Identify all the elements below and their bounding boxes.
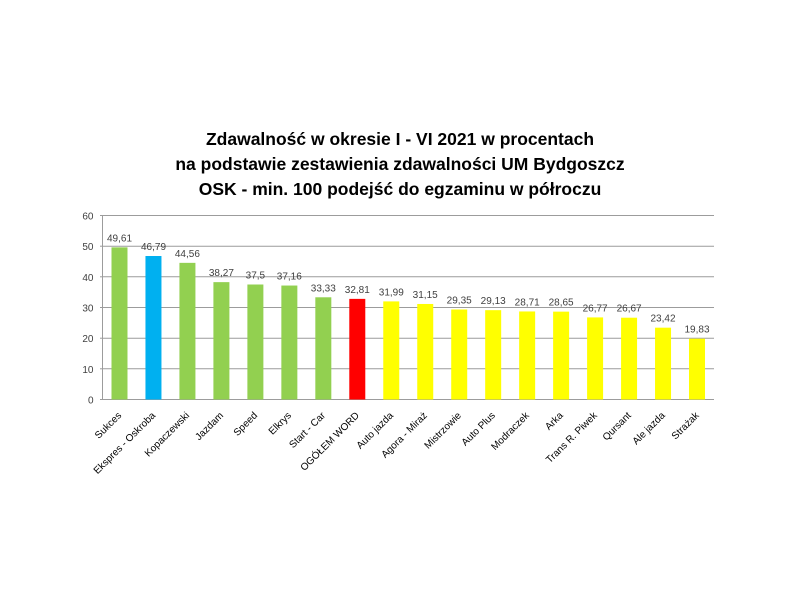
- svg-text:Sukces: Sukces: [93, 410, 124, 441]
- svg-text:31,15: 31,15: [413, 290, 438, 301]
- svg-text:40: 40: [82, 273, 94, 284]
- svg-text:60: 60: [82, 212, 94, 223]
- svg-text:20: 20: [82, 334, 94, 345]
- svg-text:Speed: Speed: [232, 410, 260, 438]
- svg-text:Arka: Arka: [543, 410, 566, 433]
- svg-text:38,27: 38,27: [209, 268, 234, 279]
- svg-text:Elkrys: Elkrys: [267, 410, 294, 437]
- svg-text:28,65: 28,65: [549, 298, 574, 309]
- svg-text:Strażak: Strażak: [670, 410, 702, 442]
- svg-text:0: 0: [88, 396, 94, 407]
- svg-text:31,99: 31,99: [379, 287, 404, 298]
- svg-text:19,83: 19,83: [684, 325, 709, 336]
- svg-text:Mistrzowie: Mistrzowie: [423, 410, 464, 451]
- svg-text:49,61: 49,61: [107, 233, 132, 244]
- svg-text:30: 30: [82, 304, 94, 315]
- svg-text:OGÓŁEM WORD: OGÓŁEM WORD: [297, 409, 362, 474]
- svg-text:Qursant: Qursant: [601, 410, 634, 443]
- svg-text:32,81: 32,81: [345, 285, 370, 296]
- svg-text:50: 50: [82, 242, 94, 253]
- svg-text:29,13: 29,13: [481, 296, 506, 307]
- svg-text:28,71: 28,71: [515, 298, 540, 309]
- svg-text:26,77: 26,77: [583, 303, 608, 314]
- svg-text:Ekspres - Oskroba: Ekspres - Oskroba: [92, 410, 159, 477]
- svg-text:37,16: 37,16: [277, 272, 302, 283]
- svg-text:26,67: 26,67: [617, 304, 642, 315]
- svg-text:Ale jazda: Ale jazda: [631, 410, 668, 447]
- svg-text:44,56: 44,56: [175, 249, 200, 260]
- svg-text:29,35: 29,35: [447, 296, 472, 307]
- svg-text:Modraczek: Modraczek: [489, 410, 532, 453]
- svg-text:37,5: 37,5: [246, 271, 266, 282]
- svg-text:23,42: 23,42: [650, 314, 675, 325]
- svg-text:46,79: 46,79: [141, 242, 166, 253]
- svg-text:10: 10: [82, 365, 94, 376]
- svg-text:Jazdam: Jazdam: [193, 410, 226, 443]
- svg-text:33,33: 33,33: [311, 283, 336, 294]
